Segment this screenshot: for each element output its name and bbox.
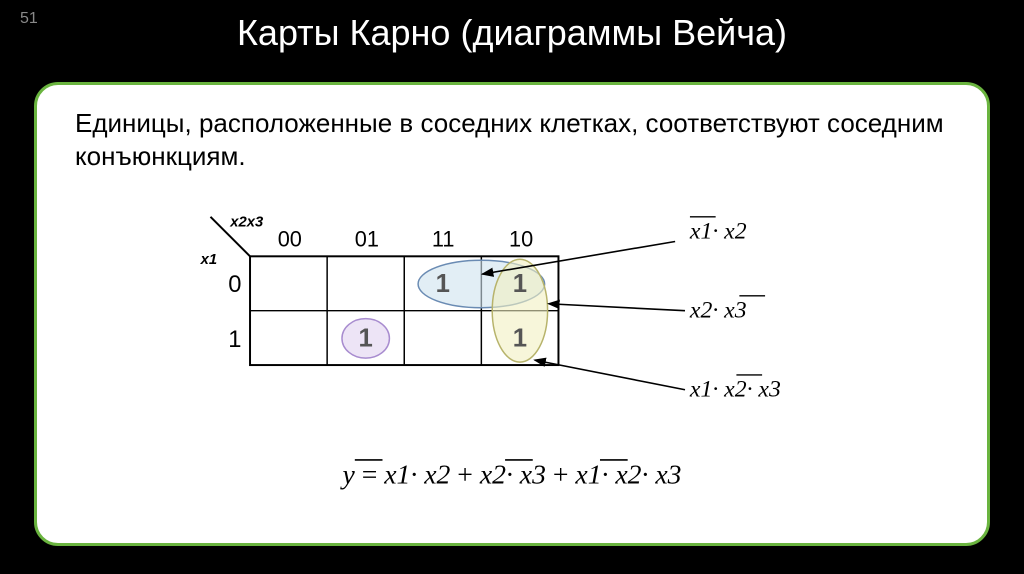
axis-label-cols: x2x3 [229, 215, 264, 231]
col-header-3: 10 [509, 226, 533, 251]
term-label-2: x2· x3 [689, 296, 765, 324]
content-card: Единицы, расположенные в соседних клетка… [34, 82, 990, 546]
col-header-0: 00 [278, 226, 302, 251]
term-label-1: x1· x2 [689, 217, 747, 245]
result-equation: y = x1· x2 + x2· x3 + x1· x2· x3 [339, 459, 681, 490]
row-header-1: 1 [228, 327, 241, 353]
cell-r1c3: 1 [513, 324, 527, 352]
cell-r0c2: 1 [436, 270, 450, 298]
kmap-diagram: x2x3 x1 00 01 11 10 0 1 1 1 1 1 [37, 197, 987, 543]
col-header-2: 11 [432, 226, 455, 251]
svg-text:x1· x2· x3: x1· x2· x3 [689, 377, 781, 403]
arrow-yellow [549, 304, 685, 311]
cell-r1c1: 1 [359, 324, 373, 352]
kmap-svg: x2x3 x1 00 01 11 10 0 1 1 1 1 1 [37, 197, 987, 543]
svg-text:x2· x3: x2· x3 [689, 298, 747, 324]
description-text: Единицы, расположенные в соседних клетка… [75, 107, 949, 172]
term-label-3: x1· x2· x3 [689, 375, 781, 403]
cell-r0c3: 1 [513, 270, 527, 298]
arrow-purple [535, 360, 685, 390]
slide-number: 51 [20, 10, 38, 28]
axis-label-rows: x1 [200, 252, 217, 268]
svg-text:x1· x2: x1· x2 [689, 219, 747, 245]
svg-text:y = x1· x2: y = x1· x2 + x2· x3 + x1· x2· x3 [339, 459, 681, 490]
slide-title: Карты Карно (диаграммы Вейча) [0, 0, 1024, 54]
col-header-1: 01 [355, 226, 379, 251]
row-header-0: 0 [228, 272, 241, 298]
